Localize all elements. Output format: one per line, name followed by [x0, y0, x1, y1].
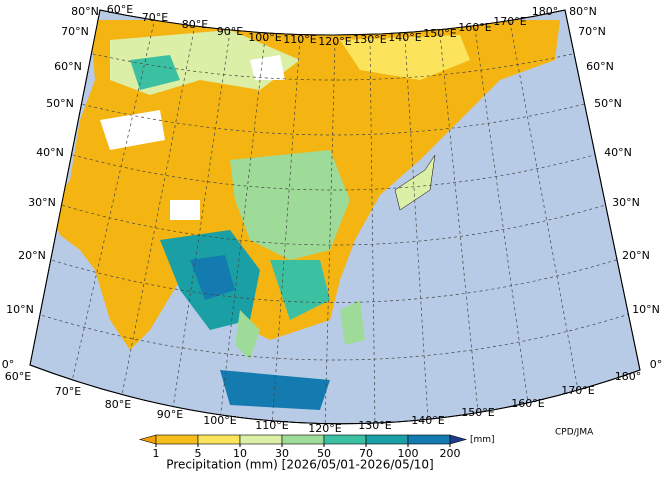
coordinate-label: 20°N: [622, 249, 650, 262]
coordinate-label: 70°E: [142, 11, 168, 24]
coordinate-label: 180°: [615, 370, 642, 383]
colorbar-segment: [407, 434, 451, 445]
colorbar-tick-label: 30: [275, 447, 289, 460]
coordinate-label: 80°N: [71, 5, 99, 18]
coordinate-label: 180°: [532, 5, 559, 18]
land: [50, 20, 560, 410]
credit: CPD/JMA: [555, 428, 594, 438]
coordinate-label: 170°E: [493, 15, 526, 28]
colorbar-arrow: [449, 434, 468, 445]
coordinate-label: 70°E: [55, 385, 81, 398]
coordinate-label: 160°E: [511, 397, 544, 410]
colorbar-tick-label: 5: [195, 447, 202, 460]
coordinate-label: 20°N: [18, 249, 46, 262]
colorbar-tick-label: 100: [398, 447, 419, 460]
coordinate-label: 30°N: [28, 196, 56, 209]
coordinate-label: 0°: [650, 358, 663, 371]
colorbar-segment: [239, 434, 283, 445]
coordinate-label: 150°E: [461, 406, 494, 419]
colorbar-segment: [323, 434, 367, 445]
coordinate-label: 100°E: [203, 414, 236, 427]
coordinate-label: 140°E: [411, 414, 444, 427]
coordinate-label: 90°E: [157, 408, 183, 421]
coordinate-label: 120°E: [318, 35, 351, 48]
colorbar-unit: [mm]: [470, 435, 495, 445]
colorbar-segment: [197, 434, 241, 445]
coordinate-label: 80°N: [569, 5, 597, 18]
colorbar-segment: [365, 434, 409, 445]
coordinate-label: 10°N: [6, 303, 34, 316]
coordinate-label: 130°E: [353, 33, 386, 46]
colorbar-tick-label: 50: [317, 447, 331, 460]
colorbar-tick-label: 1: [153, 447, 160, 460]
coordinate-label: 80°E: [105, 398, 131, 411]
caption: Precipitation (mm) [2026/05/01-2026/05/1…: [166, 458, 433, 472]
map-frame: [29, 9, 641, 425]
coordinate-label: 60°E: [5, 370, 31, 383]
coordinate-label: 110°E: [283, 33, 316, 46]
coordinate-label: 60°N: [54, 60, 82, 73]
coordinate-label: 0°: [2, 358, 15, 371]
colorbar-segment: [155, 434, 199, 445]
graticule: [30, 17, 640, 424]
coordinate-label: 100°E: [248, 31, 281, 44]
colorbar-segment: [281, 434, 325, 445]
coordinate-label: 50°N: [594, 97, 622, 110]
coordinate-label: 60°E: [107, 3, 133, 16]
coordinate-label: 110°E: [255, 419, 288, 432]
colorbar-arrow: [138, 434, 157, 445]
coordinate-label: 160°E: [458, 21, 491, 34]
coordinate-label: 70°N: [61, 25, 89, 38]
coordinate-label: 150°E: [423, 27, 456, 40]
coordinate-label: 30°N: [612, 196, 640, 209]
coordinate-label: 120°E: [308, 422, 341, 435]
coordinate-label: 170°E: [561, 384, 594, 397]
coordinate-label: 10°N: [632, 303, 660, 316]
coordinate-label: 50°N: [46, 97, 74, 110]
colorbar-tick-label: 10: [233, 447, 247, 460]
colorbar-tick-label: 70: [359, 447, 373, 460]
coordinate-label: 40°N: [36, 146, 64, 159]
coordinate-label: 90°E: [217, 25, 243, 38]
coordinate-label: 140°E: [388, 31, 421, 44]
coordinate-label: 60°N: [586, 60, 614, 73]
coordinate-label: 80°E: [182, 18, 208, 31]
coordinate-label: 130°E: [358, 419, 391, 432]
coordinate-label: 70°N: [578, 25, 606, 38]
colorbar-tick-label: 200: [440, 447, 461, 460]
coordinate-label: 40°N: [604, 146, 632, 159]
